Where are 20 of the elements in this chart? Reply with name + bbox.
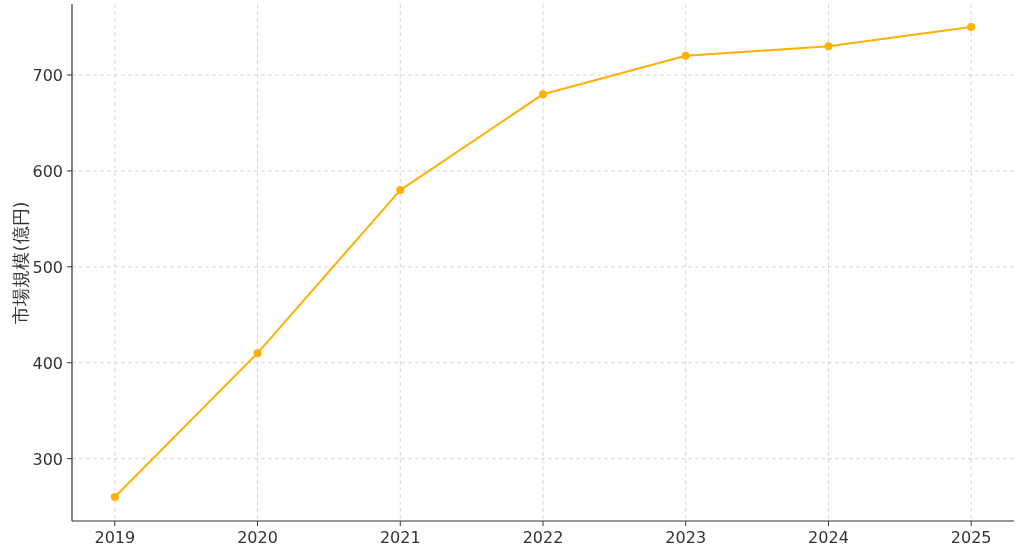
y-tick-label: 400 — [32, 353, 63, 373]
point — [539, 90, 547, 99]
point — [253, 349, 262, 358]
point — [681, 51, 690, 60]
x-tick-label: 2020 — [237, 528, 278, 547]
y-tick-label: 500 — [32, 257, 63, 277]
x-tick-label: 2023 — [665, 528, 707, 547]
x-tick-label: 2022 — [522, 528, 564, 547]
point — [967, 23, 976, 32]
x-tick-label: 2024 — [808, 528, 849, 547]
point — [824, 42, 833, 51]
y-axis-title: 市場規模(億円) — [10, 201, 31, 324]
point — [396, 186, 405, 195]
y-tick-label: 300 — [32, 449, 63, 469]
x-tick-label: 2019 — [94, 528, 136, 547]
y-tick-label: 600 — [32, 161, 63, 181]
x-tick-label: 2021 — [379, 528, 421, 547]
point — [110, 493, 119, 502]
x-tick-label: 2025 — [950, 528, 992, 547]
y-tick-label: 700 — [32, 65, 63, 85]
